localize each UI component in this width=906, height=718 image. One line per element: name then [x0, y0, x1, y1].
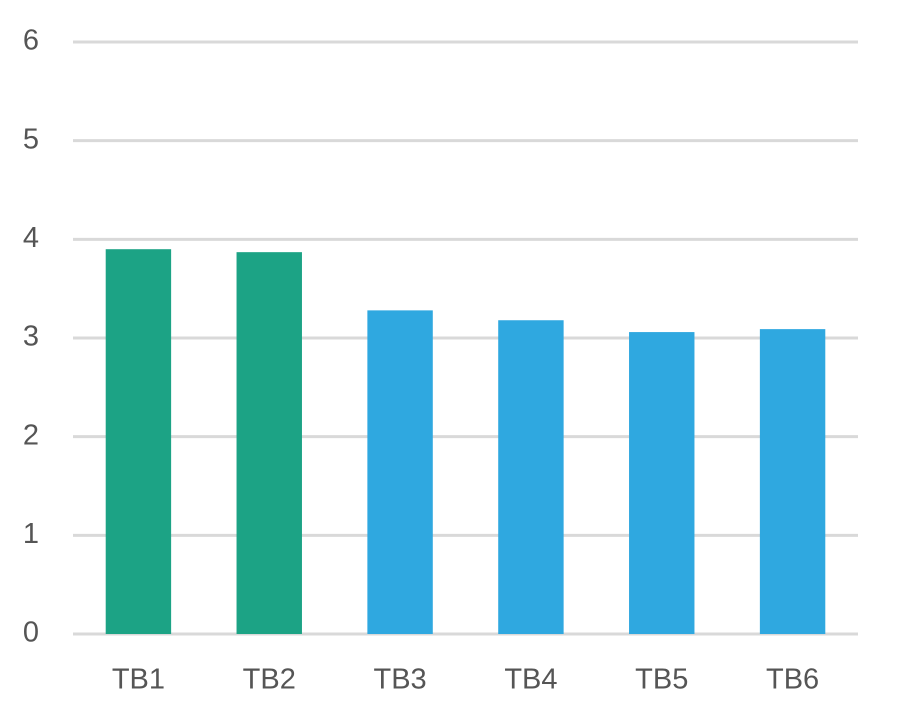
x-tick-label: TB3	[373, 664, 426, 696]
bar	[629, 332, 695, 634]
bar	[367, 310, 433, 634]
bar	[759, 329, 826, 634]
bar	[236, 252, 302, 634]
x-tick-label: TB2	[243, 664, 296, 696]
y-tick-label: 5	[23, 123, 39, 155]
y-tick-label: 2	[23, 419, 39, 451]
y-tick-label: 3	[23, 321, 39, 353]
x-tick-label: TB6	[766, 664, 819, 696]
y-tick-label: 4	[23, 222, 39, 254]
x-tick-label: TB4	[504, 664, 557, 696]
y-tick-label: 0	[23, 617, 39, 649]
bar	[498, 320, 564, 634]
x-tick-label: TB1	[112, 664, 165, 696]
bar	[105, 249, 172, 634]
x-tick-label: TB5	[635, 664, 688, 696]
y-tick-label: 6	[23, 25, 39, 57]
y-tick-label: 1	[23, 518, 39, 550]
